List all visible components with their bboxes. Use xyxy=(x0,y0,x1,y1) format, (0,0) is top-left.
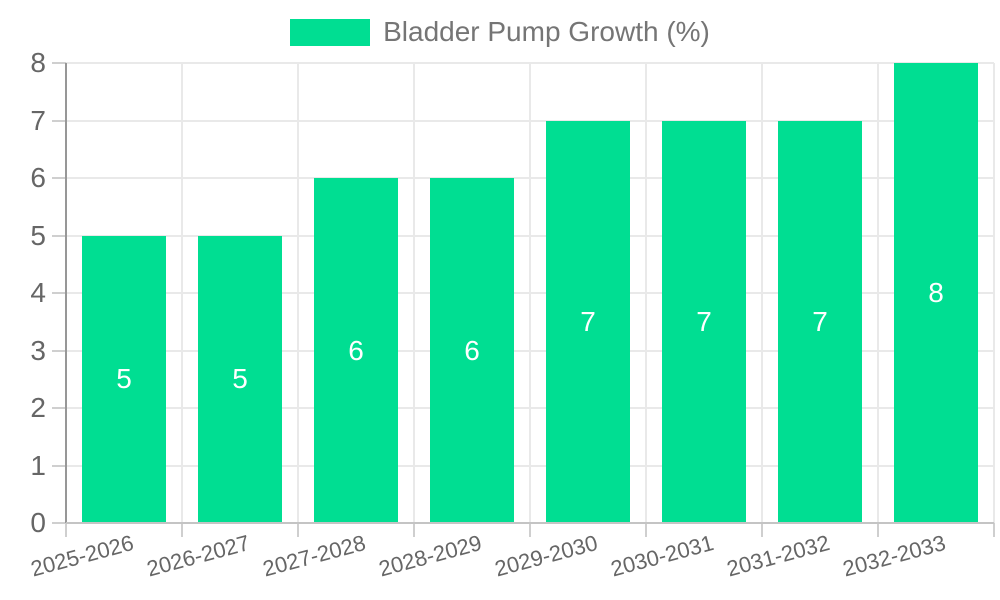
y-tick-label: 5 xyxy=(30,219,46,251)
bar-value-label: 6 xyxy=(464,334,480,366)
y-tick-label: 2 xyxy=(30,392,46,423)
bar xyxy=(894,63,978,523)
x-tick-mark xyxy=(65,523,67,537)
legend-item[interactable]: Bladder Pump Growth (%) xyxy=(290,17,710,47)
bar xyxy=(430,178,514,523)
x-tick-mark xyxy=(297,523,299,537)
y-tick-label: 7 xyxy=(30,104,46,136)
bar-value-label: 7 xyxy=(812,305,828,337)
x-tick-mark xyxy=(993,523,995,537)
bar-value-label: 5 xyxy=(232,363,248,395)
bar-value-label: 7 xyxy=(696,305,712,337)
v-gridline xyxy=(993,63,995,523)
bar-value-label: 5 xyxy=(116,363,132,395)
y-tick-label: 6 xyxy=(30,162,46,193)
y-tick-mark xyxy=(52,177,66,179)
x-tick-mark xyxy=(645,523,647,537)
v-gridline xyxy=(761,63,763,523)
v-gridline xyxy=(297,63,299,523)
bar xyxy=(82,235,166,523)
bar-value-label: 8 xyxy=(928,277,944,308)
bar xyxy=(778,120,862,523)
y-tick-mark xyxy=(52,407,66,409)
v-gridline xyxy=(529,63,531,523)
legend-label: Bladder Pump Growth (%) xyxy=(383,16,710,47)
legend-swatch-icon xyxy=(290,18,371,46)
x-tick-mark xyxy=(761,523,763,537)
y-tick-mark xyxy=(52,234,66,237)
y-tick-mark xyxy=(52,349,66,352)
y-axis-line xyxy=(65,63,67,523)
bar xyxy=(546,120,630,523)
y-tick-label: 0 xyxy=(30,507,46,538)
y-tick-mark xyxy=(52,292,66,294)
y-tick-label: 4 xyxy=(30,277,46,308)
y-tick-label: 8 xyxy=(30,47,46,78)
bar-value-label: 7 xyxy=(580,305,596,337)
y-tick-label: 1 xyxy=(30,449,46,481)
y-tick-label: 3 xyxy=(30,334,46,366)
y-tick-mark xyxy=(52,464,66,467)
y-tick-mark xyxy=(52,522,66,524)
v-gridline xyxy=(181,63,183,523)
v-gridline xyxy=(645,63,647,523)
x-tick-mark xyxy=(413,523,415,537)
bar-value-label: 6 xyxy=(348,334,364,366)
bar xyxy=(662,120,746,523)
x-tick-mark xyxy=(529,523,531,537)
bar xyxy=(198,235,282,523)
v-gridline xyxy=(413,63,415,523)
x-tick-mark xyxy=(181,523,183,537)
legend: Bladder Pump Growth (%) xyxy=(0,17,1000,47)
x-tick-mark xyxy=(877,523,879,537)
y-tick-mark xyxy=(52,62,66,64)
y-tick-mark xyxy=(52,119,66,122)
v-gridline xyxy=(877,63,879,523)
bar xyxy=(314,178,398,523)
x-axis-line xyxy=(66,522,994,524)
